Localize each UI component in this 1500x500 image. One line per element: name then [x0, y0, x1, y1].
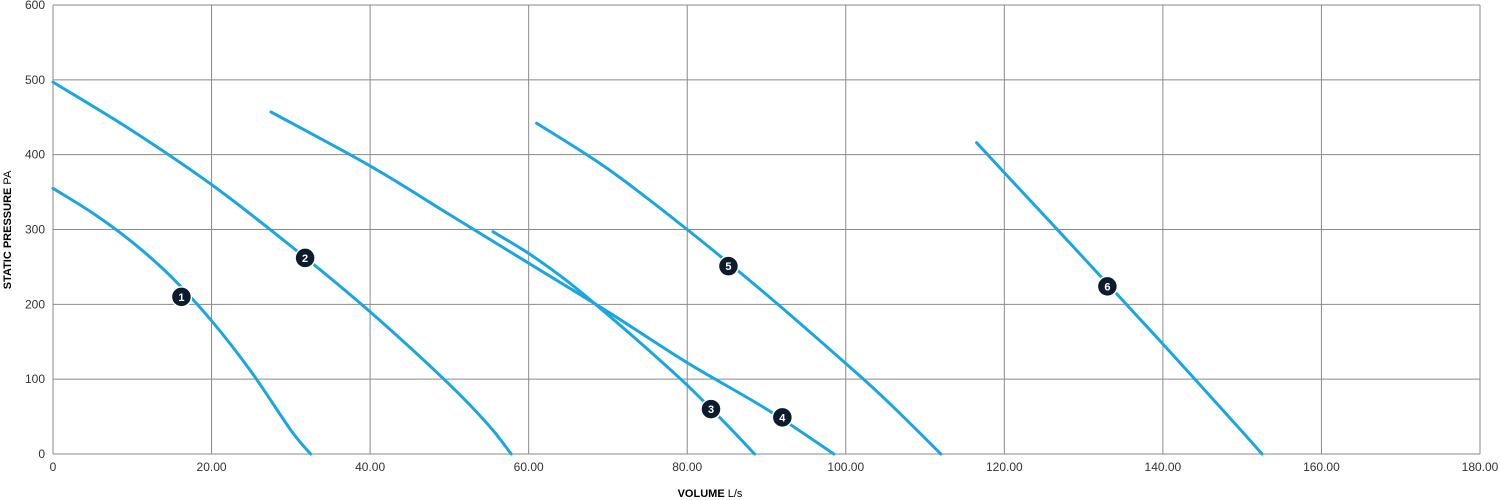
- series-marker-4: [771, 406, 794, 429]
- x-tick-label: 60.00: [514, 460, 544, 474]
- x-tick-label: 100.00: [827, 460, 864, 474]
- x-tick-label: 180.00: [1462, 460, 1499, 474]
- x-axis-title-main: VOLUME: [678, 488, 725, 500]
- y-axis-title-main: STATIC PRESSURE: [2, 188, 14, 290]
- x-tick-label: 20.00: [197, 460, 227, 474]
- x-axis-title: VOLUME L/s: [678, 488, 743, 500]
- y-tick-label: 400: [25, 148, 45, 162]
- series-marker-3: [700, 398, 722, 420]
- y-axis-ticks: 0 100 200 300 400 500 600: [25, 0, 45, 461]
- series-marker-label-3: 3: [708, 404, 714, 416]
- x-tick-label: 160.00: [1303, 460, 1340, 474]
- y-axis-title: STATIC PRESSURE PA: [2, 170, 14, 289]
- series-marker-label-6: 6: [1104, 281, 1110, 293]
- series-line-5: [535, 121, 943, 456]
- x-tick-label: 40.00: [355, 460, 385, 474]
- x-tick-label: 140.00: [1145, 460, 1182, 474]
- y-tick-label: 500: [25, 73, 45, 87]
- series-marker-6: [1096, 275, 1119, 298]
- series-marker-label-4: 4: [779, 412, 786, 424]
- series-marker-5: [717, 255, 740, 277]
- x-tick-label: 120.00: [986, 460, 1023, 474]
- series-line-1: [51, 186, 313, 456]
- series-line-6: [975, 141, 1264, 456]
- series-marker-label-5: 5: [725, 261, 731, 273]
- y-tick-label: 0: [38, 447, 45, 461]
- series-marker-2: [294, 247, 316, 269]
- x-axis-title-unit: L/s: [728, 488, 743, 500]
- x-tick-label: 80.00: [672, 460, 702, 474]
- series-line-4: [269, 110, 836, 456]
- y-tick-label: 300: [25, 223, 45, 237]
- y-tick-label: 600: [25, 0, 45, 12]
- y-axis-title-unit: PA: [2, 170, 14, 185]
- series-marker-label-1: 1: [178, 292, 184, 304]
- series-lines: [51, 80, 1264, 456]
- grid: [52, 4, 1481, 455]
- y-tick-label: 100: [25, 372, 45, 386]
- x-tick-label: 0: [50, 460, 57, 474]
- series-marker-1: [170, 286, 193, 308]
- series-line-2: [51, 80, 513, 456]
- y-tick-label: 200: [25, 297, 45, 311]
- series-line-3: [491, 230, 757, 456]
- series-markers: 1 2 3 4 5 6: [170, 247, 1119, 429]
- x-axis-ticks: 0 20.00 40.00 60.00 80.00 100.00 120.00 140.00 1…: [50, 460, 1499, 474]
- series-marker-label-2: 2: [302, 253, 308, 265]
